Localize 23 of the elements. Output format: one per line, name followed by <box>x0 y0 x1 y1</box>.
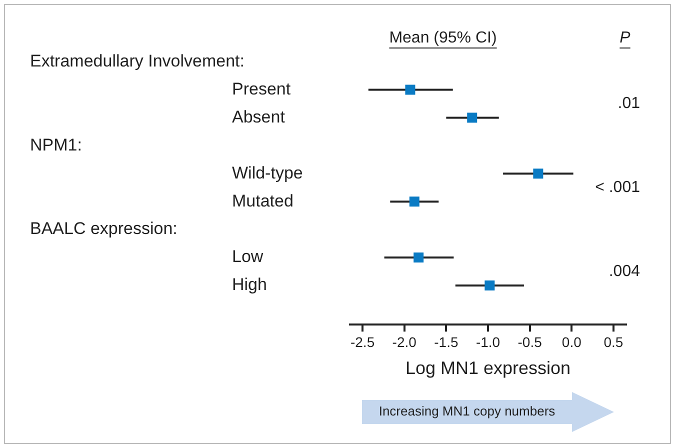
annotation: .01 <box>618 95 640 112</box>
x-tick-label: -2.5 <box>350 334 375 350</box>
text: Mean (95% CI) <box>389 29 497 46</box>
text: Extramedullary Involvement: <box>30 51 244 70</box>
x-tick-label: 0.0 <box>562 334 582 350</box>
text: BAALC expression: <box>30 219 178 238</box>
y-tick-label: Absent <box>232 107 286 126</box>
annotation: < .001 <box>595 179 640 196</box>
x-tick-label: -2.0 <box>392 334 417 350</box>
x-tick-label: -1.0 <box>476 334 500 350</box>
y-tick-label: Low <box>232 247 264 266</box>
annotation: .004 <box>608 262 640 280</box>
x-tick-label: -0.5 <box>518 334 542 350</box>
y-tick-label: Mutated <box>232 191 294 210</box>
x-tick-label: 0.5 <box>604 334 624 350</box>
x-axis-title: Log MN1 expression <box>405 358 571 378</box>
y-tick-label: Present <box>232 79 291 98</box>
text: P <box>620 29 631 46</box>
text: Increasing MN1 copy numbers <box>378 404 556 419</box>
y-tick-label: High <box>232 275 267 294</box>
x-tick-label: -1.5 <box>434 334 458 350</box>
y-tick-label: Wild-type <box>232 163 303 182</box>
text: NPM1: <box>30 135 82 154</box>
